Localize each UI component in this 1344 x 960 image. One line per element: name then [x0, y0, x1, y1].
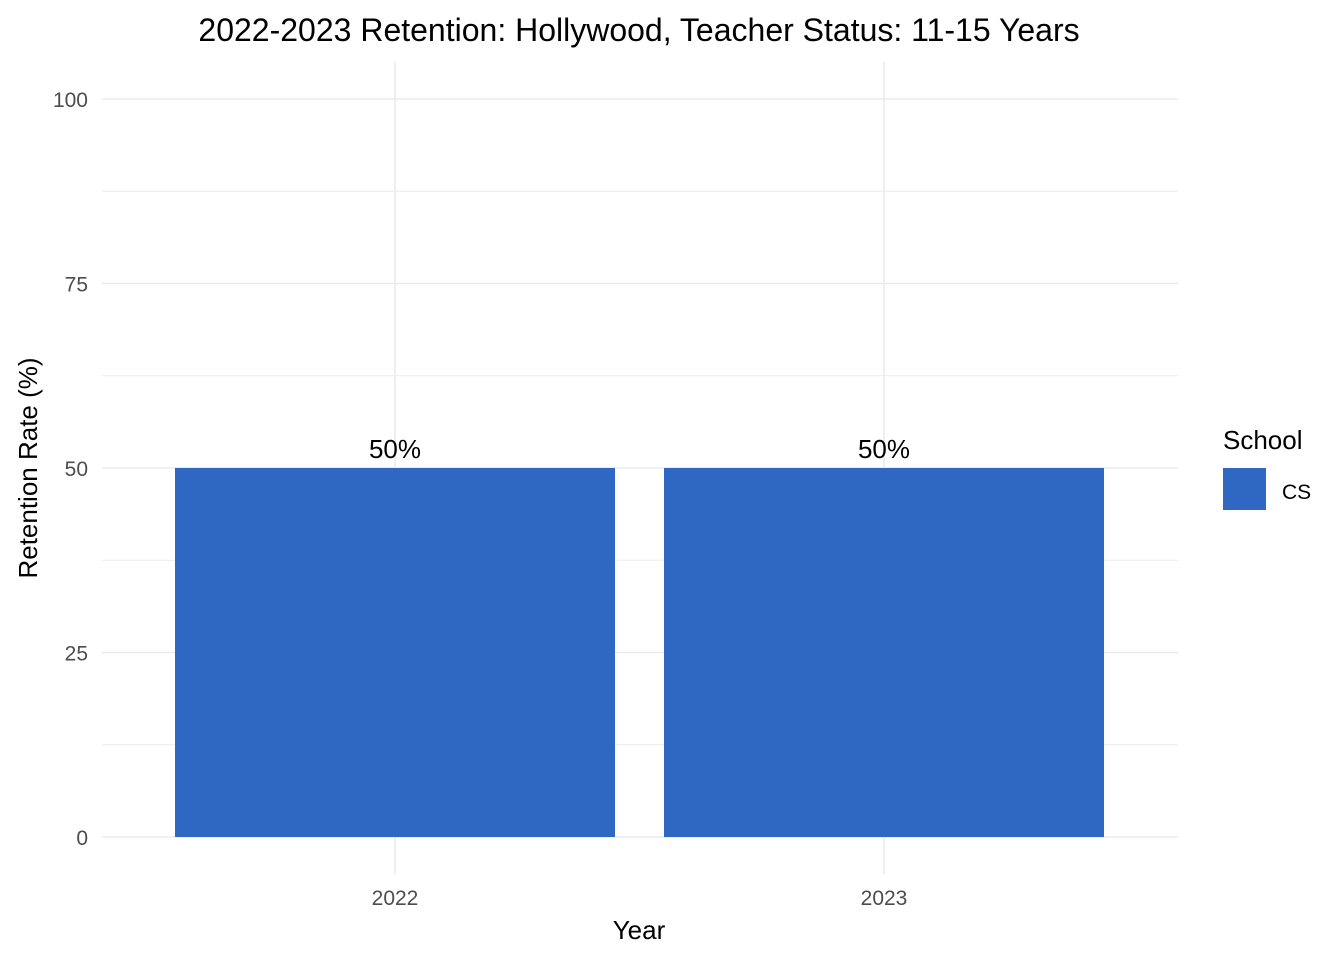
- bar: [664, 468, 1104, 837]
- bars: [175, 468, 1104, 837]
- legend-title: School: [1223, 425, 1303, 455]
- legend-swatch-cs: [1223, 468, 1266, 510]
- x-tick-label: 2022: [372, 887, 419, 910]
- legend: School CS: [1223, 425, 1311, 510]
- x-tick-label: 2023: [861, 887, 908, 910]
- y-tick-label: 75: [65, 274, 88, 297]
- chart-title: 2022-2023 Retention: Hollywood, Teacher …: [198, 12, 1079, 48]
- y-tick-label: 0: [76, 827, 88, 850]
- y-tick-label: 25: [65, 643, 88, 666]
- bar: [175, 468, 615, 837]
- bar-value-label: 50%: [858, 434, 910, 464]
- data-labels: 50% 50%: [369, 434, 910, 464]
- y-axis-title: Retention Rate (%): [13, 357, 43, 578]
- x-axis-title: Year: [613, 915, 666, 945]
- tick-labels: 0 25 50 75 100 2022 2023: [53, 89, 907, 910]
- y-tick-label: 50: [65, 458, 88, 481]
- bar-value-label: 50%: [369, 434, 421, 464]
- legend-label-cs: CS: [1282, 481, 1311, 504]
- y-tick-label: 100: [53, 89, 88, 112]
